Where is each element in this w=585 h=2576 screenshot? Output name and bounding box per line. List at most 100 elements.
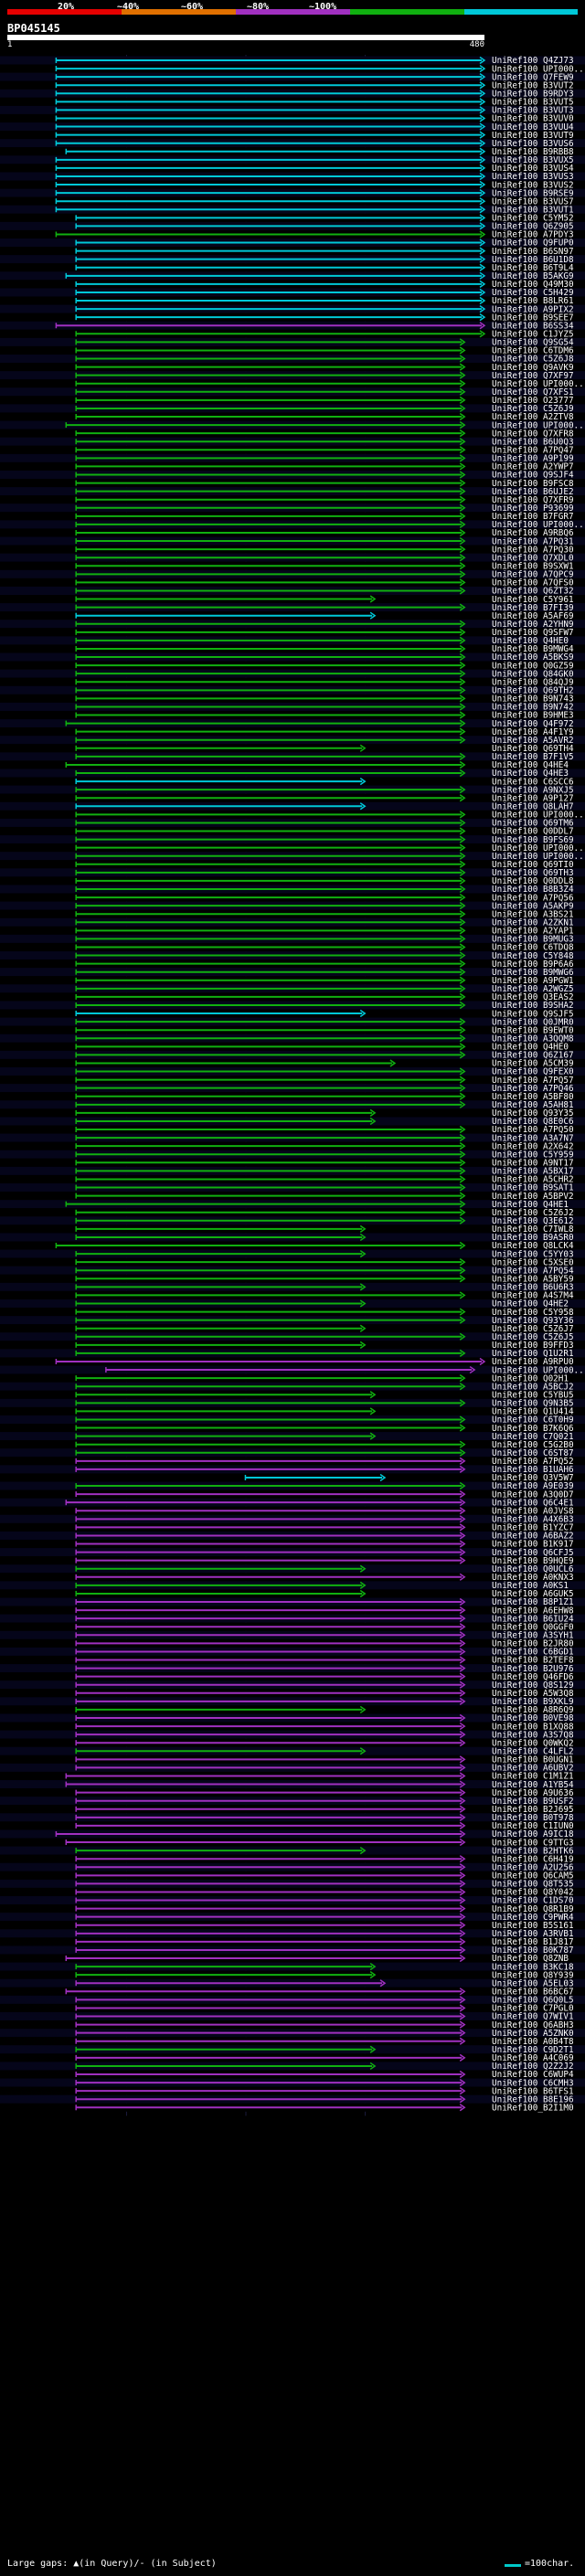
hit-label[interactable]: UniRef100_A3S7Q8	[492, 1730, 574, 1740]
hit-label[interactable]: UniRef100_A9PGW1	[492, 976, 574, 986]
hit-label[interactable]: UniRef100_Q8LCK4	[492, 1241, 574, 1251]
hit-label[interactable]: UniRef100_A3RVB1	[492, 1929, 574, 1939]
hit-label[interactable]: UniRef100_Q4HE0	[492, 636, 569, 646]
hit-label[interactable]: UniRef100_Q69TH3	[492, 868, 574, 878]
hit-label[interactable]: UniRef100_B6U0Q3	[492, 437, 574, 447]
hit-label[interactable]: UniRef100_A5AH81	[492, 1100, 574, 1110]
hit-label[interactable]: UniRef100_B9SXW1	[492, 561, 574, 571]
hit-label[interactable]: UniRef100_B9USF2	[492, 1797, 574, 1807]
hit-label[interactable]: UniRef100_B9N742	[492, 703, 574, 713]
hit-label[interactable]: UniRef100_Q0WKQ2	[492, 1738, 574, 1748]
hit-label[interactable]: UniRef100_B6SS34	[492, 321, 574, 331]
hit-label[interactable]: UniRef100_A3BS21	[492, 909, 574, 919]
hit-label[interactable]: UniRef100_C1JYZ5	[492, 330, 574, 340]
hit-label[interactable]: UniRef100_B3VUS2	[492, 180, 574, 190]
hit-label[interactable]: UniRef100_B9SEE7	[492, 313, 574, 323]
hit-label[interactable]: UniRef100_Q1U2R1	[492, 1349, 574, 1359]
hit-label[interactable]: UniRef100_B6IU24	[492, 1614, 574, 1624]
hit-label[interactable]: UniRef100_Q9FUP0	[492, 239, 574, 249]
hit-label[interactable]: UniRef100_B2TEF8	[492, 1656, 574, 1666]
hit-label[interactable]: UniRef100_C5Z6J9	[492, 404, 574, 414]
hit-label[interactable]: UniRef100_B7FGR7	[492, 512, 574, 522]
hit-label[interactable]: UniRef100_A6UBV2	[492, 1764, 574, 1774]
hit-label[interactable]: UniRef100_A9RBQ6	[492, 528, 574, 538]
hit-label[interactable]: UniRef100_B9RSE9	[492, 188, 574, 198]
hit-label[interactable]: UniRef100_A2WGZ5	[492, 984, 574, 994]
hit-label[interactable]: UniRef100_B6U1D8	[492, 255, 574, 265]
hit-label[interactable]: UniRef100_Q9N3B5	[492, 1399, 574, 1409]
hit-label[interactable]: UniRef100_A3Q0D7	[492, 1489, 574, 1500]
hit-label[interactable]: UniRef100_C5Y959	[492, 1150, 574, 1160]
hit-label[interactable]: UniRef100_Q4ZJ73	[492, 56, 574, 66]
hit-label[interactable]: UniRef100_B3VUS4	[492, 164, 574, 174]
hit-label[interactable]: UniRef100_A7PQ57	[492, 1076, 574, 1086]
hit-label[interactable]: UniRef100_A9NT17	[492, 1159, 574, 1169]
hit-label[interactable]: UniRef100_Q7WIV1	[492, 2012, 574, 2022]
hit-label[interactable]: UniRef100_Q6CFJ5	[492, 1548, 574, 1558]
hit-label[interactable]: UniRef100_Q0GZ59	[492, 661, 574, 671]
hit-label[interactable]: UniRef100_Q4HE0	[492, 1043, 569, 1053]
hit-label[interactable]: UniRef100_B3VUS6	[492, 139, 574, 149]
hit-label[interactable]: UniRef100_C5YY03	[492, 1249, 574, 1259]
hit-label[interactable]: UniRef100_B9RBB8	[492, 147, 574, 157]
hit-label[interactable]: UniRef100_C4LFL2	[492, 1746, 574, 1756]
hit-label[interactable]: UniRef100_B0K787	[492, 1945, 574, 1956]
hit-label[interactable]: UniRef100_Q69TH4	[492, 744, 574, 754]
hit-label[interactable]: UniRef100_C5Z6J8	[492, 355, 574, 365]
hit-label[interactable]: UniRef100_Q1U414	[492, 1407, 574, 1417]
hit-label[interactable]: UniRef100_Q84QJ9	[492, 677, 574, 687]
hit-label[interactable]: UniRef100_Q6ZT32	[492, 587, 574, 597]
hit-label[interactable]: UniRef100_Q7XFR8	[492, 429, 574, 439]
hit-label[interactable]: UniRef100_Q3V5W7	[492, 1473, 574, 1483]
hit-label[interactable]: UniRef100_C9TTG3	[492, 1838, 574, 1848]
hit-label[interactable]: UniRef100_C5Z6J7	[492, 1324, 574, 1334]
hit-label[interactable]: UniRef100_B9ASR0	[492, 1233, 574, 1243]
hit-label[interactable]: UniRef100_A2ZTV8	[492, 412, 574, 422]
hit-label[interactable]: UniRef100_A5CM39	[492, 1059, 574, 1069]
hit-label[interactable]: UniRef100_A6GUK5	[492, 1589, 574, 1599]
hit-label[interactable]: UniRef100_B8P1Z1	[492, 1597, 574, 1607]
hit-label[interactable]: UniRef100_C1IUN0	[492, 1821, 574, 1831]
hit-label[interactable]: UniRef100_B1YZC7	[492, 1523, 574, 1533]
hit-label[interactable]: UniRef100_A5CHR2	[492, 1175, 574, 1185]
hit-label[interactable]: UniRef100_C7IWL8	[492, 1224, 574, 1235]
hit-label[interactable]: UniRef100_A7PQ56	[492, 893, 574, 903]
hit-label[interactable]: UniRef100_C5G2B0	[492, 1440, 574, 1450]
hit-label[interactable]: UniRef100_A3A7N7	[492, 1133, 574, 1143]
hit-label[interactable]: UniRef100_A2ZKN1	[492, 917, 574, 928]
hit-label[interactable]: UniRef100_A4S7M4	[492, 1291, 574, 1301]
hit-label[interactable]: UniRef100_A9U636	[492, 1788, 574, 1798]
hit-label[interactable]: UniRef100_A2X642	[492, 1141, 574, 1151]
hit-label[interactable]: UniRef100_B1XQ88	[492, 1722, 574, 1732]
hit-label[interactable]: UniRef100_B3VUS3	[492, 172, 574, 182]
hit-label[interactable]: UniRef100_B3VUS7	[492, 196, 574, 207]
hit-label[interactable]: UniRef100_A4F1Y9	[492, 727, 574, 737]
hit-label[interactable]: UniRef100_A9E039	[492, 1481, 574, 1491]
hit-label[interactable]: UniRef100_Q0UCL6	[492, 1564, 574, 1574]
hit-label[interactable]: UniRef100_A0KS1	[492, 1581, 569, 1591]
hit-label[interactable]: UniRef100_B9RDY3	[492, 89, 574, 99]
hit-label[interactable]: UniRef100_UPI000...	[492, 843, 585, 853]
hit-label[interactable]: UniRef100_C5H429	[492, 288, 574, 298]
hit-label[interactable]: UniRef100_Q8T535	[492, 1880, 574, 1890]
hit-label[interactable]: UniRef100_A9P199	[492, 454, 574, 464]
hit-label[interactable]: UniRef100_A7PQ52	[492, 1457, 574, 1467]
hit-label[interactable]: UniRef100_A0B4T8	[492, 2037, 574, 2047]
hit-label[interactable]: UniRef100_Q8ZNB	[492, 1954, 569, 1964]
hit-label[interactable]: UniRef100_C5YBU5	[492, 1390, 574, 1400]
hit-label[interactable]: UniRef100_B3VUT9	[492, 131, 574, 141]
hit-label[interactable]: UniRef100_Q93Y35	[492, 1108, 574, 1118]
hit-label[interactable]: UniRef100_O23777	[492, 396, 574, 406]
hit-label[interactable]: UniRef100_UPI000...	[492, 811, 585, 821]
hit-label[interactable]: UniRef100_A7PQ31	[492, 536, 574, 546]
hit-label[interactable]: UniRef100_A5AKP9	[492, 901, 574, 911]
hit-label[interactable]: UniRef100_C9D2T1	[492, 2045, 574, 2055]
hit-label[interactable]: UniRef100_Q6Q0L5	[492, 1996, 574, 2006]
hit-label[interactable]: UniRef100_C5YM52	[492, 214, 574, 224]
hit-label[interactable]: UniRef100_B8B3Z4	[492, 885, 574, 895]
hit-label[interactable]: UniRef100_Q9SG54	[492, 338, 574, 348]
hit-label[interactable]: UniRef100_A6EHW8	[492, 1606, 574, 1616]
hit-label[interactable]: UniRef100_B5S161	[492, 1921, 574, 1931]
hit-label[interactable]: UniRef100_A9RPU0	[492, 1357, 574, 1367]
hit-label[interactable]: UniRef100_C1M1Z1	[492, 1772, 574, 1782]
